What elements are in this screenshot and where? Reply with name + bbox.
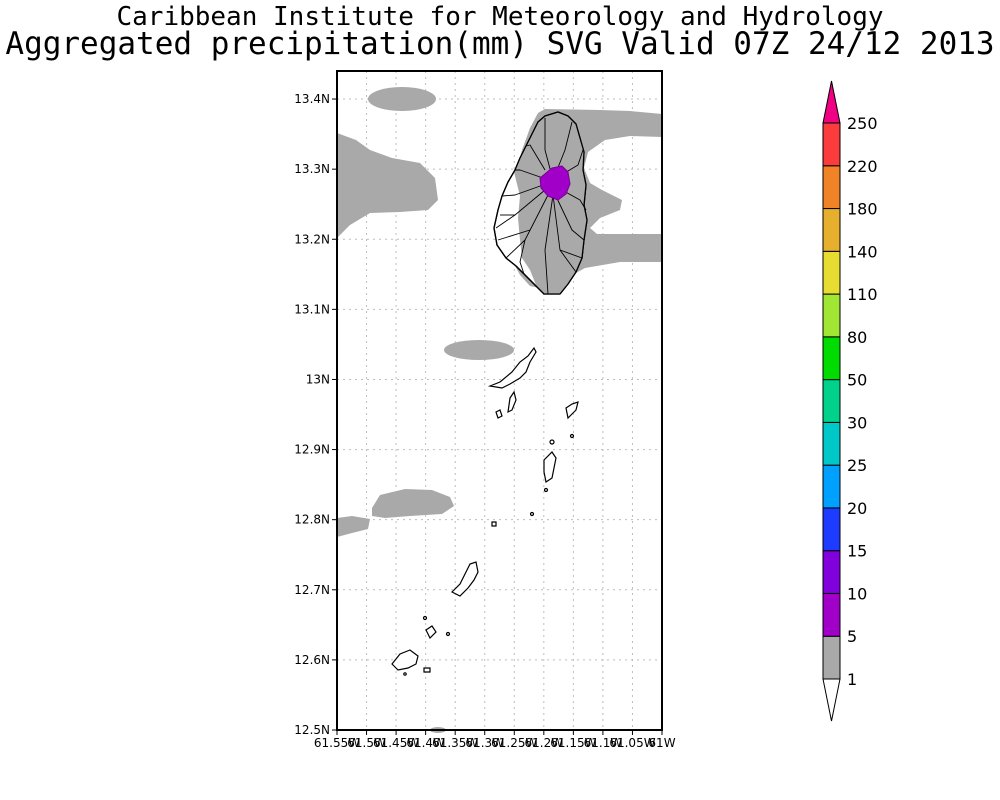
x-tick-label: 61.3W	[465, 736, 504, 750]
colorbar-top-arrow	[822, 80, 841, 124]
y-tick-label: 12.8N	[294, 513, 330, 527]
colorbar-bottom-arrow	[822, 678, 841, 722]
colorbar-label: 80	[847, 328, 867, 347]
island-small-1	[495, 409, 503, 419]
island-small-6	[491, 521, 497, 527]
map-title-line2: Aggregated precipitation(mm) SVG Valid 0…	[5, 26, 995, 62]
y-tick-label: 12.6N	[294, 653, 330, 667]
colorbar-label: 25	[847, 456, 867, 475]
colorbar-segment	[822, 464, 841, 509]
map-frame	[336, 70, 663, 731]
colorbar-label: 110	[847, 285, 878, 304]
island-grenada-north	[391, 649, 419, 671]
precip-area-north-small	[368, 87, 436, 111]
colorbar-segment	[822, 550, 841, 594]
x-tick-label: 61.45W	[373, 736, 419, 750]
colorbar-segment	[822, 635, 841, 680]
colorbar-label: 180	[847, 200, 878, 219]
colorbar-segment	[822, 165, 841, 210]
island-st-vincent	[493, 111, 588, 295]
x-tick-label: 61.2W	[525, 736, 564, 750]
x-axis: 61.55W61.5W61.45W61.4W61.35W61.3W61.25W6…	[314, 730, 676, 750]
x-tick-label: 61.25W	[491, 736, 537, 750]
island-mayreau-union	[543, 451, 557, 483]
precip-area-west-large	[337, 133, 438, 238]
y-tick-label: 12.9N	[294, 443, 330, 457]
colorbar-segment	[822, 208, 841, 252]
x-tick-label: 61.15W	[550, 736, 596, 750]
y-tick-label: 13.4N	[294, 92, 330, 106]
island-small-3	[549, 439, 555, 445]
colorbar-label: 250	[847, 114, 878, 133]
colorbar-segment	[822, 592, 841, 637]
precip-area-mid	[444, 340, 514, 360]
x-tick-label: 61.55W	[314, 736, 360, 750]
islands-grenadines	[391, 346, 579, 676]
x-tick-label: 61W	[648, 736, 675, 750]
x-tick-label: 61.35W	[432, 736, 478, 750]
island-small-7	[422, 615, 428, 621]
island-small-9	[445, 631, 451, 637]
y-tick-label: 13N	[306, 372, 330, 386]
y-axis: 13.4N 13.3N 13.2N 13.1N 13N 12.9N 12.8N 12.7N 12…	[294, 92, 337, 737]
colorbar-label: 220	[847, 157, 878, 176]
y-tick-label: 13.2N	[294, 232, 330, 246]
colorbar-segment	[822, 379, 841, 423]
colorbar-label: 30	[847, 413, 867, 432]
island-small-4	[543, 487, 549, 493]
x-tick-label: 61.5W	[347, 736, 386, 750]
colorbar-label: 15	[847, 542, 867, 561]
island-small-5	[529, 511, 535, 517]
colorbar-label: 140	[847, 242, 878, 261]
colorbar-segment	[822, 293, 841, 338]
precip-area-south	[372, 489, 454, 518]
x-tick-label: 61.1W	[584, 736, 623, 750]
island-rainfall-fill	[514, 112, 587, 294]
map-title-line1: Caribbean Institute for Meteorology and …	[116, 2, 884, 32]
colorbar-segment	[822, 507, 841, 552]
colorbar-segment	[822, 336, 841, 381]
y-tick-label: 13.1N	[294, 302, 330, 316]
island-small-11	[403, 672, 407, 676]
colorbar-label: 1	[847, 670, 857, 689]
island-bequia	[487, 346, 537, 389]
y-tick-label: 12.7N	[294, 583, 330, 597]
colorbar-label: 5	[847, 627, 857, 646]
colorbar-segment	[822, 122, 841, 167]
island-small-8	[425, 625, 437, 640]
x-tick-label: 61.4W	[406, 736, 445, 750]
colorbar-segment	[822, 421, 841, 466]
x-tick-label: 61.05W	[609, 736, 655, 750]
island-small-10	[423, 667, 431, 673]
precip-area-5-10mm	[539, 165, 571, 201]
colorbar-label: 10	[847, 584, 867, 603]
colorbar-label: 50	[847, 371, 867, 390]
y-tick-label: 13.3N	[294, 162, 330, 176]
precip-area-west-edge	[337, 516, 370, 537]
island-mustique	[507, 390, 517, 414]
island-small-2	[569, 433, 575, 439]
island-carriacou	[450, 561, 479, 597]
y-tick-label: 12.5N	[294, 723, 330, 737]
colorbar-label: 20	[847, 499, 867, 518]
colorbar-segment	[822, 250, 841, 295]
island-canouan	[565, 401, 579, 420]
